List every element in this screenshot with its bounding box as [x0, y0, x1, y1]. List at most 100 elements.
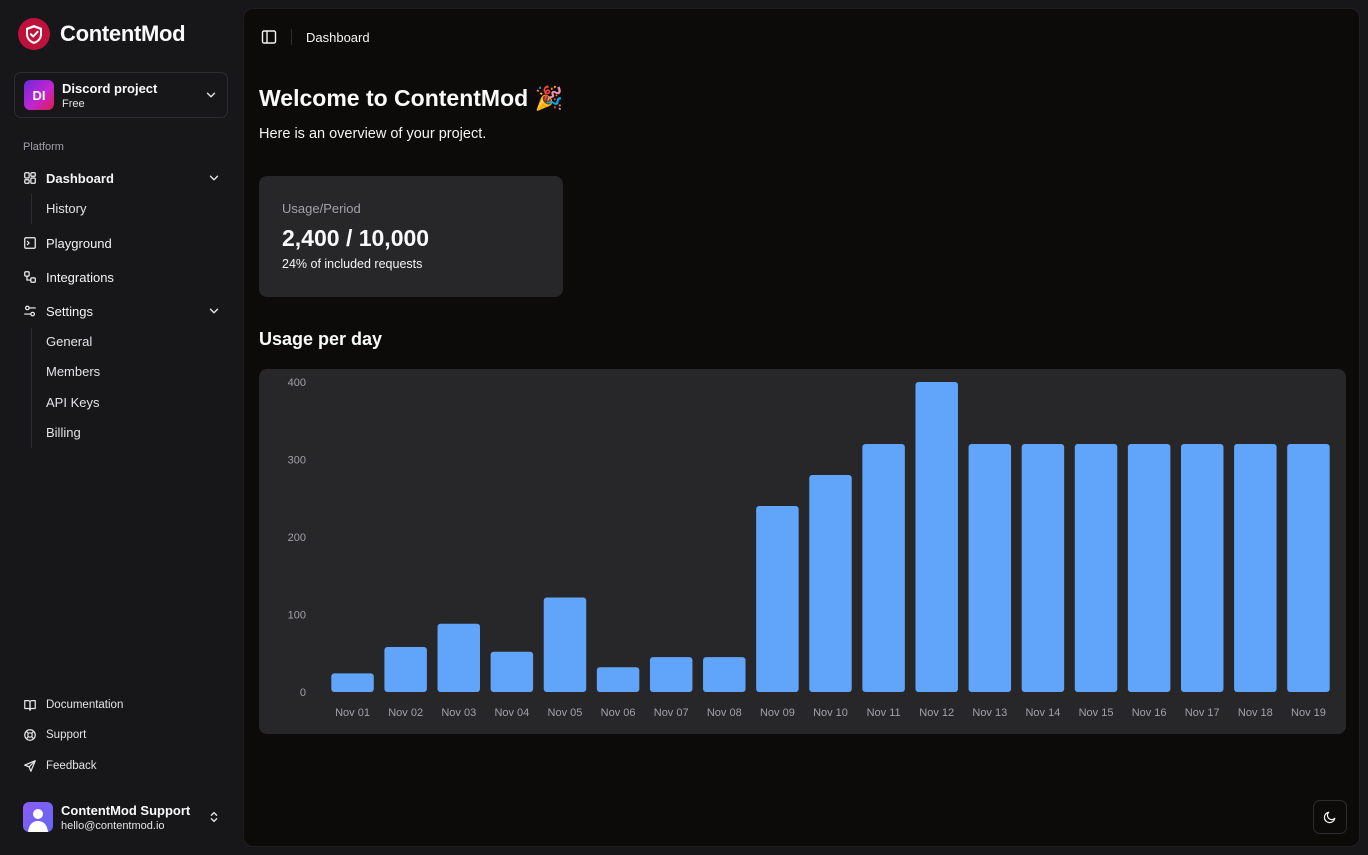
sidebar-toggle-icon[interactable] — [260, 28, 278, 46]
bar-nov-15[interactable] — [1074, 444, 1118, 692]
shield-check-logo-icon — [18, 18, 50, 50]
sidebar-subitem-billing[interactable]: Billing — [46, 425, 81, 440]
bar-nov-08[interactable] — [703, 657, 746, 692]
y-tick-label: 0 — [300, 687, 306, 699]
bar-nov-07[interactable] — [649, 657, 693, 692]
x-tick-label: Nov 13 — [972, 707, 1007, 719]
user-menu[interactable]: ContentMod Support hello@contentmod.io — [16, 796, 228, 838]
bar-nov-05[interactable] — [543, 597, 587, 692]
x-tick-label: Nov 14 — [1025, 707, 1060, 719]
sidebar-item-feedback[interactable]: Feedback — [16, 755, 104, 777]
project-plan: Free — [62, 97, 85, 110]
bar-nov-18[interactable] — [1234, 444, 1277, 692]
usage-card-label: Usage/Period — [282, 201, 361, 216]
sidebar-item-label: Integrations — [46, 269, 114, 285]
sidebar-item-label: Settings — [46, 303, 93, 319]
sidebar-subitem-general[interactable]: General — [46, 334, 93, 349]
sidebar-subitem-members[interactable]: Members — [46, 364, 101, 379]
x-tick-label: Nov 17 — [1185, 707, 1220, 719]
sidebar-item-documentation[interactable]: Documentation — [16, 694, 130, 716]
breadcrumb: Dashboard — [306, 29, 370, 45]
dashboard-grid-icon — [24, 172, 36, 184]
bar-nov-16[interactable] — [1127, 444, 1171, 692]
bar-nov-14[interactable] — [1021, 444, 1065, 692]
documentation-label: Documentation — [46, 699, 124, 711]
feedback-label: Feedback — [46, 760, 97, 772]
sidebar-item-playground[interactable]: Playground — [16, 229, 228, 257]
sidebar-subitem-api-keys[interactable]: API Keys — [46, 395, 100, 410]
project-avatar: DI — [24, 80, 54, 110]
x-tick-label: Nov 01 — [335, 707, 370, 719]
y-tick-label: 200 — [288, 532, 306, 544]
x-tick-label: Nov 03 — [441, 707, 476, 719]
y-tick-label: 400 — [288, 377, 306, 389]
sidebar-item-dashboard[interactable]: Dashboard — [16, 164, 228, 192]
support-label: Support — [46, 729, 87, 741]
user-email: hello@contentmod.io — [61, 819, 165, 832]
chart-heading: Usage per day — [259, 329, 383, 349]
y-tick-label: 300 — [288, 455, 306, 467]
bar-nov-19[interactable] — [1287, 444, 1330, 692]
bar-nov-13[interactable] — [968, 444, 1012, 692]
sidebar-item-label: Playground — [46, 235, 112, 251]
avatar — [23, 802, 53, 832]
sidebar: ContentMod DI Discord project Free Platf… — [0, 0, 243, 855]
brand-name: ContentMod — [60, 21, 186, 46]
x-tick-label: Nov 05 — [548, 707, 583, 719]
project-switcher[interactable]: DI Discord project Free — [14, 72, 228, 118]
user-name: ContentMod Support — [61, 802, 191, 818]
integrations-icon — [24, 271, 36, 283]
chevron-down-icon — [206, 92, 216, 98]
bar-nov-11[interactable] — [862, 444, 905, 692]
lifebuoy-icon — [24, 729, 36, 741]
book-open-icon — [24, 700, 36, 711]
bar-nov-02[interactable] — [384, 647, 427, 692]
x-tick-label: Nov 07 — [654, 707, 689, 719]
sidebar-item-integrations[interactable]: Integrations — [16, 263, 228, 291]
bar-nov-04[interactable] — [490, 651, 534, 692]
usage-card-value: 2,400 / 10,000 — [282, 225, 430, 251]
theme-toggle-button[interactable] — [1313, 800, 1347, 834]
x-tick-label: Nov 08 — [707, 707, 742, 719]
chevron-down-icon — [209, 308, 219, 314]
section-label-platform: Platform — [23, 141, 64, 153]
y-tick-label: 100 — [288, 610, 306, 622]
divider — [291, 29, 292, 45]
usage-chart-svg: 0 100 200 300 400 Nov 01 Nov 02 Nov 03 Nov 04 Nov… — [288, 377, 1330, 719]
main-panel: Dashboard Welcome to ContentMod 🎉 Here i… — [243, 8, 1360, 847]
bar-nov-03[interactable] — [437, 623, 481, 692]
sidebar-item-settings[interactable]: Settings — [16, 297, 228, 325]
x-tick-label: Nov 15 — [1079, 707, 1114, 719]
page-title: Welcome to ContentMod 🎉 — [259, 85, 564, 111]
brand[interactable]: ContentMod — [18, 18, 186, 50]
x-tick-label: Nov 16 — [1132, 707, 1167, 719]
bar-nov-09[interactable] — [756, 506, 799, 692]
topbar: Dashboard — [260, 28, 370, 46]
x-tick-label: Nov 06 — [601, 707, 636, 719]
x-tick-label: Nov 10 — [813, 707, 848, 719]
x-tick-label: Nov 09 — [760, 707, 795, 719]
bar-nov-12[interactable] — [915, 382, 958, 692]
sidebar-item-label: Dashboard — [46, 170, 114, 186]
usage-card: Usage/Period 2,400 / 10,000 24% of inclu… — [259, 176, 563, 297]
usage-card-note: 24% of included requests — [282, 257, 423, 271]
usage-chart: 0 100 200 300 400 Nov 01 Nov 02 Nov 03 Nov 04 Nov… — [259, 369, 1346, 734]
chevrons-up-down-icon — [210, 811, 218, 823]
bar-nov-17[interactable] — [1180, 444, 1224, 692]
user-silhouette-icon — [28, 809, 48, 832]
bar-nov-06[interactable] — [596, 667, 640, 692]
chevron-down-icon — [209, 175, 219, 181]
terminal-icon — [24, 237, 36, 249]
sidebar-subitem-history[interactable]: History — [46, 201, 87, 216]
x-tick-label: Nov 18 — [1238, 707, 1273, 719]
bar-nov-01[interactable] — [331, 673, 374, 692]
settings-sliders-icon — [24, 305, 36, 317]
bar-nov-10[interactable] — [809, 475, 852, 692]
sidebar-item-support[interactable]: Support — [16, 724, 93, 746]
x-tick-label: Nov 04 — [494, 707, 529, 719]
x-tick-label: Nov 12 — [919, 707, 954, 719]
moon-icon — [1323, 811, 1336, 824]
project-name: Discord project — [62, 80, 158, 96]
page-subtitle: Here is an overview of your project. — [259, 126, 487, 142]
submenu-line — [31, 194, 32, 224]
